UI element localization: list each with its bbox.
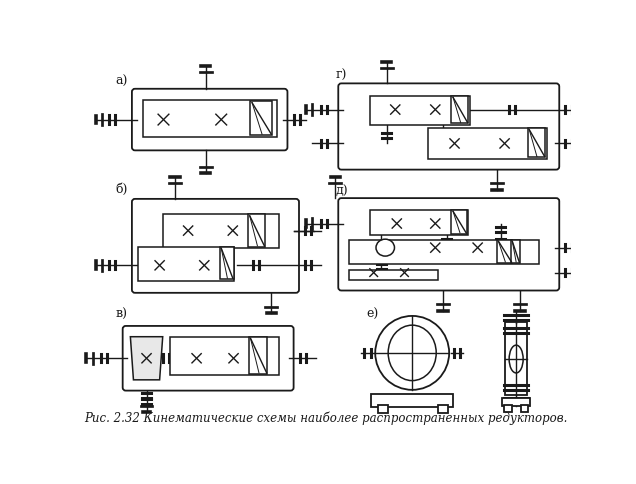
Bar [504,406,511,412]
Bar [528,129,546,158]
Bar [497,240,512,263]
Text: а): а) [116,75,128,88]
Bar [438,406,448,413]
FancyBboxPatch shape [338,84,559,170]
Bar [506,322,527,395]
Bar [248,215,265,247]
Ellipse shape [376,240,394,257]
Bar [249,337,267,374]
Bar [511,240,520,263]
Bar [427,129,547,160]
Bar [138,247,234,281]
Bar [371,394,453,407]
Ellipse shape [388,325,436,381]
Text: Рис. 2.32 Кинематические схемы наиболее распространенных редукторов.: Рис. 2.32 Кинематические схемы наиболее … [84,410,568,424]
FancyBboxPatch shape [123,326,294,391]
Text: е): е) [366,307,378,320]
Circle shape [375,316,449,390]
FancyBboxPatch shape [132,90,287,151]
Bar [219,247,233,279]
FancyBboxPatch shape [338,199,559,291]
Text: в): в) [116,307,128,320]
Bar [163,215,279,249]
Bar [349,270,438,280]
Bar [378,406,387,413]
Bar [349,240,539,265]
Bar [521,406,529,412]
Ellipse shape [509,346,523,373]
Bar [502,398,530,406]
Bar [370,210,468,236]
Bar [452,96,468,124]
Bar [142,100,277,137]
Text: д): д) [335,184,348,197]
Text: б): б) [116,182,128,195]
FancyBboxPatch shape [132,199,299,293]
Polygon shape [130,337,163,380]
Bar [170,337,279,376]
Text: г): г) [335,69,347,82]
Bar [251,102,272,136]
Bar [452,210,467,234]
Bar [370,96,470,126]
